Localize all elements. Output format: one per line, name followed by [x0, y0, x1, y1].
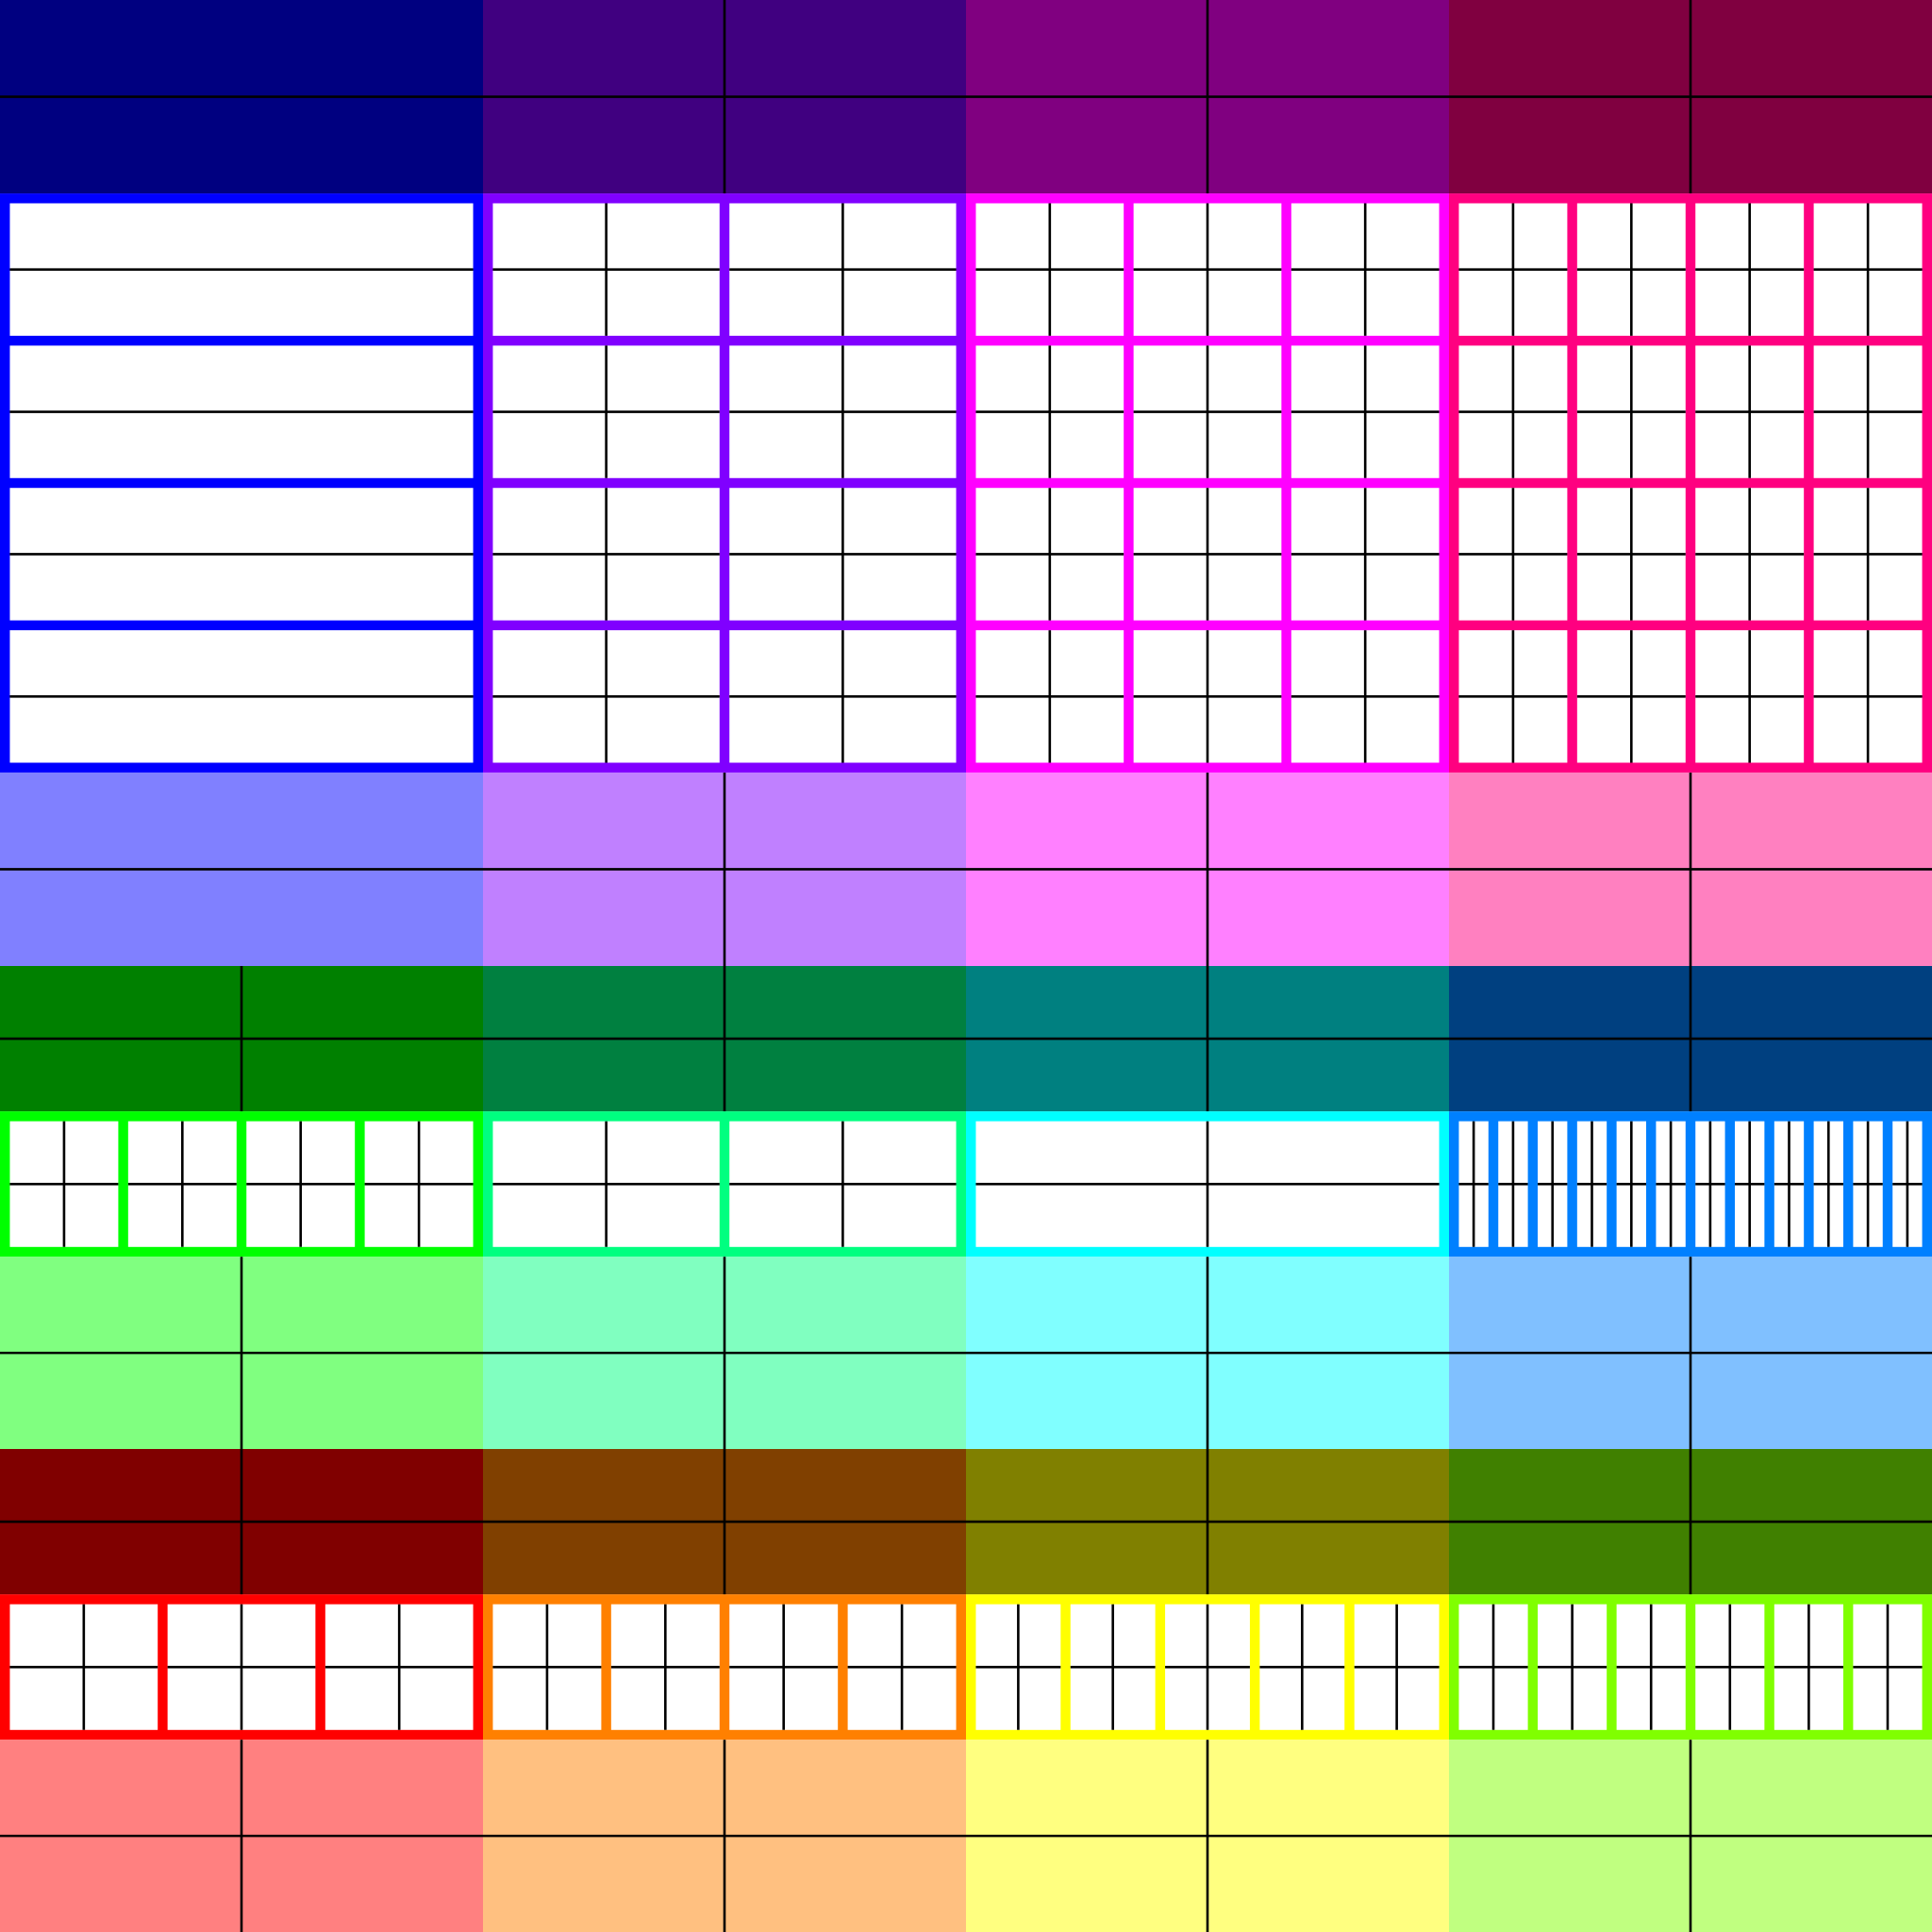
- frame-tile: [1449, 1594, 1932, 1740]
- frame-tile: [1449, 1111, 1932, 1257]
